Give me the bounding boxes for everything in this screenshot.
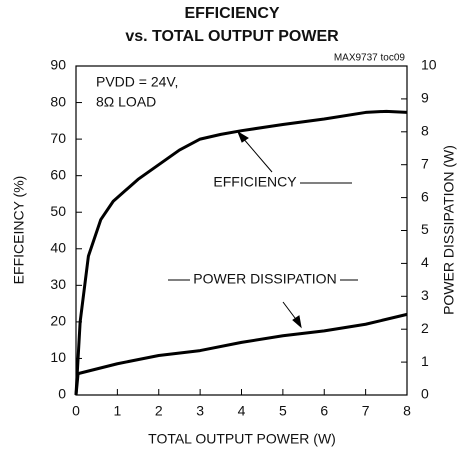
y-tick-label: 90 xyxy=(50,57,66,73)
y2-axis-label: POWER DISSIPATION (W) xyxy=(441,145,457,315)
y-axis-label: EFFICEINCY (%) xyxy=(11,176,27,285)
y-tick-label: 10 xyxy=(50,349,66,365)
y-tick-label: 80 xyxy=(50,93,66,109)
y-tick-label: 0 xyxy=(58,386,66,402)
arrow xyxy=(241,136,273,173)
x-tick-label: 4 xyxy=(238,403,246,419)
series-line xyxy=(74,109,408,396)
x-tick-label: 0 xyxy=(72,403,80,419)
y-tick-label: 70 xyxy=(50,130,66,146)
annotation: MAX9737 toc09 xyxy=(334,53,406,64)
x-tick-label: 2 xyxy=(155,403,163,419)
y-tick-label: 30 xyxy=(50,276,66,292)
annotation: PVDD = 24V, xyxy=(96,74,178,90)
x-tick-label: 6 xyxy=(320,403,328,419)
chart-title: vs. TOTAL OUTPUT POWER xyxy=(125,28,339,45)
y2-tick-label: 3 xyxy=(421,287,429,303)
y2-tick-label: 8 xyxy=(421,123,429,139)
annotation: 8Ω LOAD xyxy=(96,94,156,110)
y2-tick-label: 4 xyxy=(421,254,429,270)
y2-tick-label: 10 xyxy=(421,57,437,73)
annotation-arrows xyxy=(168,130,358,329)
y2-tick-label: 0 xyxy=(421,386,429,402)
y2-tick-label: 2 xyxy=(421,320,429,336)
x-tick-label: 7 xyxy=(362,403,370,419)
y-tick-label: 60 xyxy=(50,166,66,182)
x-tick-label: 5 xyxy=(279,403,287,419)
y2-tick-label: 7 xyxy=(421,155,429,171)
plot-frame xyxy=(75,65,408,396)
arrowhead xyxy=(236,130,249,143)
y2-tick-label: 1 xyxy=(421,353,429,369)
series-label: EFFICIENCY xyxy=(213,174,297,190)
x-tick-label: 1 xyxy=(113,403,121,419)
chart-title: EFFICIENCY xyxy=(184,5,279,22)
y2-tick-label: 5 xyxy=(421,221,429,237)
y-tick-label: 50 xyxy=(50,203,66,219)
y2-tick-label: 9 xyxy=(421,90,429,106)
x-axis-label: TOTAL OUTPUT POWER (W) xyxy=(148,431,336,447)
series-line xyxy=(74,312,408,396)
series-label: POWER DISSIPATION xyxy=(193,271,336,287)
x-tick-label: 8 xyxy=(403,403,411,419)
x-tick-label: 3 xyxy=(196,403,204,419)
y-tick-label: 40 xyxy=(50,239,66,255)
y-tick-label: 20 xyxy=(50,313,66,329)
y2-tick-label: 6 xyxy=(421,188,429,204)
arrowhead xyxy=(292,315,302,329)
